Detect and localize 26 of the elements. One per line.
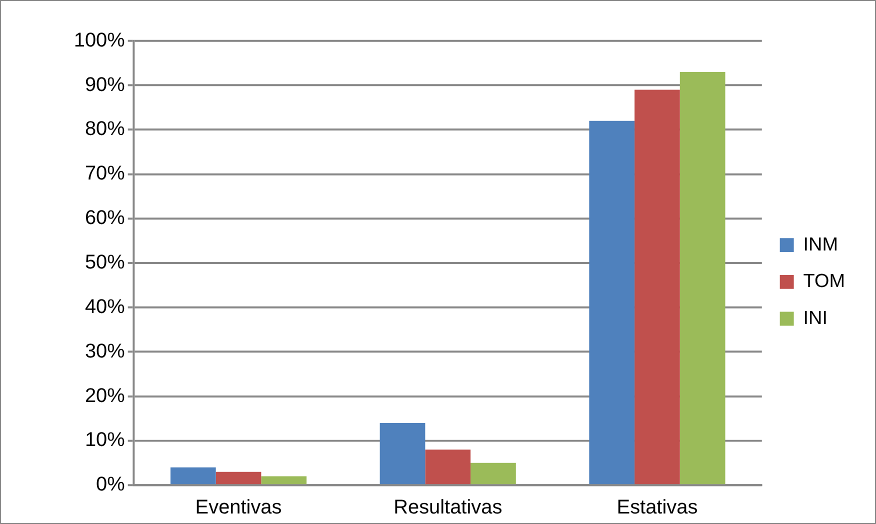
x-tick-label: Resultativas xyxy=(394,496,502,519)
y-tick-label: 70% xyxy=(84,162,125,185)
legend-label: INI xyxy=(803,308,828,329)
y-tick-label: 0% xyxy=(96,474,125,496)
y-tick-label: 30% xyxy=(84,340,125,362)
bar xyxy=(170,467,216,484)
bar xyxy=(425,450,471,484)
y-tick-label: 10% xyxy=(84,429,125,452)
bar xyxy=(261,476,307,484)
y-tick-label: 60% xyxy=(84,207,125,230)
y-tick-label: 40% xyxy=(84,296,125,318)
legend-label: INM xyxy=(803,234,838,256)
bar xyxy=(216,472,262,484)
y-tick-label: 100% xyxy=(74,29,125,52)
x-tick-label: Eventivas xyxy=(195,496,282,519)
y-tick-label: 90% xyxy=(84,74,125,96)
y-tick-label: 80% xyxy=(84,118,125,140)
bar xyxy=(589,120,635,484)
bar xyxy=(470,462,516,484)
bar xyxy=(680,72,726,484)
legend-label: TOM xyxy=(803,271,846,292)
bar xyxy=(634,90,680,484)
x-tick-label: Estativas xyxy=(616,496,698,519)
bar xyxy=(380,422,426,484)
y-tick-label: 20% xyxy=(84,384,125,407)
y-tick-label: 50% xyxy=(84,252,125,274)
